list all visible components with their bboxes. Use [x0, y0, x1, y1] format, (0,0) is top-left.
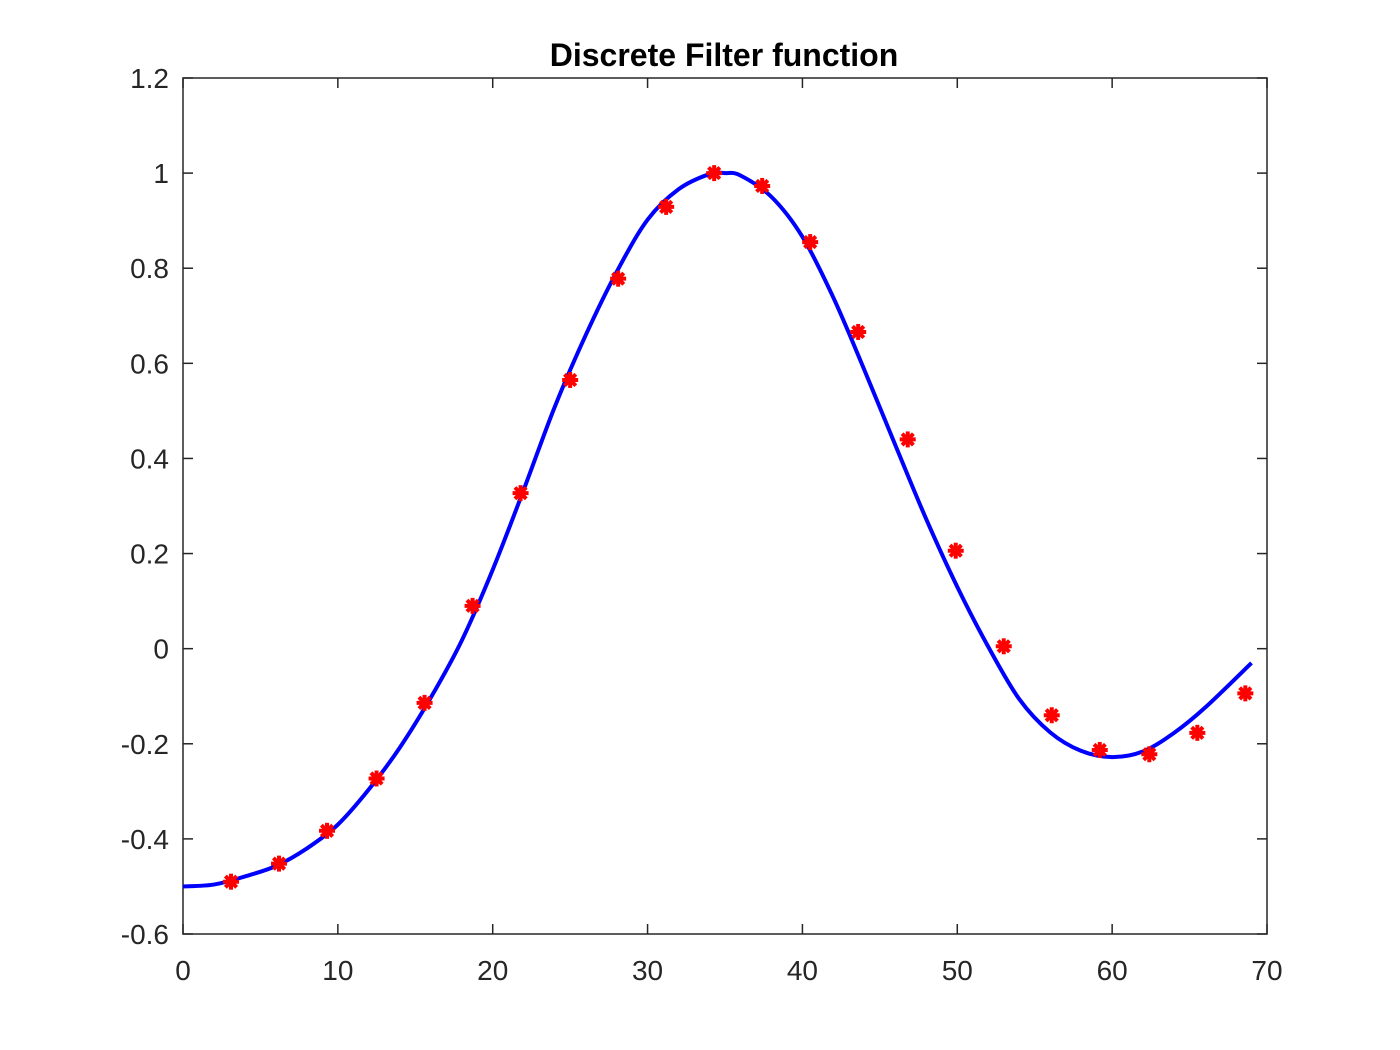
sample-point: [223, 873, 240, 890]
sample-point-stroke: [611, 271, 626, 286]
sample-point-stroke: [659, 199, 674, 214]
x-tick-label: 70: [1251, 955, 1282, 986]
sample-point: [416, 694, 433, 711]
sample-point: [512, 485, 529, 502]
sample-point: [1237, 685, 1254, 702]
sample-point-stroke: [707, 166, 722, 181]
y-tick-label: 0.6: [130, 348, 169, 379]
sample-point-stroke: [803, 234, 818, 250]
sample-point-stroke: [1190, 725, 1205, 740]
sample-point-stroke: [417, 695, 432, 710]
sample-point-stroke: [851, 324, 866, 340]
x-tick-label: 0: [175, 955, 191, 986]
sample-point-stroke: [271, 856, 287, 871]
sample-point-stroke: [1092, 742, 1107, 758]
sample-point-stroke: [223, 874, 239, 889]
sample-point-stroke: [755, 178, 770, 194]
sample-point-stroke: [1044, 708, 1059, 723]
sample-point: [754, 177, 771, 194]
sample-point-stroke: [900, 432, 915, 447]
sample-point: [995, 638, 1012, 655]
filter-curve: [182, 170, 1253, 889]
x-tick-label: 40: [787, 955, 818, 986]
sample-point: [271, 855, 288, 872]
y-tick-label: -0.6: [121, 919, 169, 950]
sample-point: [1141, 746, 1158, 763]
sample-point-stroke: [513, 486, 528, 501]
sample-point-stroke: [948, 543, 963, 558]
y-tick-label: -0.4: [121, 824, 169, 855]
sample-point: [319, 822, 336, 839]
axes-box: [182, 77, 1268, 935]
y-tick-label: 1: [153, 158, 169, 189]
y-tick-label: 0.2: [130, 539, 169, 570]
y-tick-label: 0.8: [130, 253, 169, 284]
sample-point: [368, 770, 385, 787]
x-tick-label: 60: [1097, 955, 1128, 986]
x-tick-label: 20: [477, 955, 508, 986]
sample-point: [706, 165, 723, 182]
x-tick-label: 10: [322, 955, 353, 986]
x-tick-label: 50: [942, 955, 973, 986]
sample-point: [1043, 707, 1060, 724]
sample-point: [562, 371, 579, 388]
sample-point: [802, 234, 819, 251]
y-tick-label: 1.2: [130, 63, 169, 94]
x-tick-label: 30: [632, 955, 663, 986]
sample-point-stroke: [1142, 747, 1157, 762]
sample-point: [658, 198, 675, 215]
sample-point: [947, 542, 964, 559]
sample-point-stroke: [563, 372, 578, 388]
sample-point: [1189, 724, 1206, 741]
plot-area: 0 10 20 30 40 50 60 70 -0.6 -0.4 -0.2 0 0.2 0.4 0.6 0.8…: [121, 63, 1283, 986]
y-tick-label: 0: [153, 634, 169, 665]
sample-point: [1091, 741, 1108, 758]
sample-point: [850, 323, 867, 340]
sample-point-stroke: [319, 823, 335, 838]
sample-point-stroke: [369, 771, 384, 786]
sample-point: [464, 597, 481, 614]
sample-point-stroke: [1238, 686, 1253, 701]
y-tick-label: 0.4: [130, 443, 169, 474]
sample-point: [610, 270, 627, 287]
sample-point-stroke: [465, 598, 480, 613]
sample-point: [899, 431, 916, 448]
sample-point-stroke: [996, 639, 1011, 654]
y-tick-label: -0.2: [121, 729, 169, 760]
chart-title: Discrete Filter function: [550, 37, 899, 73]
